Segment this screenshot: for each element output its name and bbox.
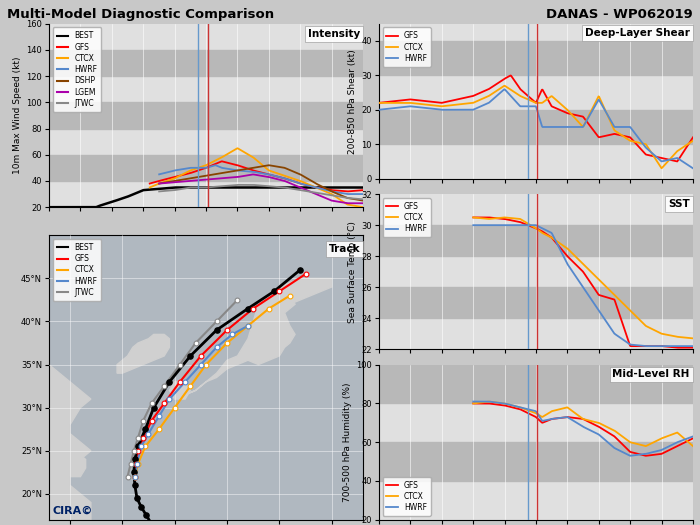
Point (190, 339, 201, 347)
Point (227, 330, 238, 339)
Point (130, 455, 141, 464)
Polygon shape (169, 382, 190, 399)
Point (211, 343, 222, 352)
Text: Multi-Model Diagnostic Comparison: Multi-Model Diagnostic Comparison (7, 8, 274, 21)
Point (159, 382, 170, 390)
Point (195, 360, 206, 369)
Point (148, 404, 160, 412)
Point (263, 304, 274, 313)
Text: CIRA©: CIRA© (52, 506, 92, 516)
Point (232, 296, 243, 304)
Point (174, 377, 186, 386)
Text: Track: Track (328, 244, 360, 254)
Bar (379, 365, 693, 404)
Point (211, 326, 222, 334)
Point (130, 459, 141, 468)
Point (130, 472, 141, 481)
Point (179, 377, 190, 386)
Legend: GFS, CTCX, HWRF: GFS, CTCX, HWRF (383, 477, 431, 516)
Point (140, 425, 151, 434)
Legend: BEST, GFS, CTCX, HWRF, JTWC: BEST, GFS, CTCX, HWRF, JTWC (52, 239, 101, 301)
Point (132, 447, 144, 455)
Point (284, 291, 295, 300)
Point (132, 494, 143, 502)
Point (136, 442, 147, 450)
Point (128, 468, 139, 477)
Point (130, 472, 141, 481)
Bar (379, 442, 693, 481)
Y-axis label: 700-500 hPa Humidity (%): 700-500 hPa Humidity (%) (343, 383, 352, 502)
Bar (49, 155, 363, 181)
Point (200, 360, 211, 369)
Point (242, 304, 253, 313)
Point (130, 481, 141, 489)
Point (159, 399, 170, 407)
Point (132, 459, 143, 468)
Bar (49, 102, 363, 129)
Point (122, 472, 133, 481)
Point (211, 317, 222, 326)
Point (132, 442, 144, 450)
Text: Intensity: Intensity (308, 29, 360, 39)
Polygon shape (279, 278, 332, 304)
Legend: GFS, CTCX, HWRF: GFS, CTCX, HWRF (383, 27, 431, 67)
Point (185, 352, 196, 360)
Point (138, 434, 149, 442)
Point (153, 412, 164, 421)
Bar (379, 287, 693, 318)
Point (153, 425, 164, 434)
Y-axis label: 200-850 hPa Shear (kt): 200-850 hPa Shear (kt) (348, 49, 357, 153)
Polygon shape (70, 451, 85, 477)
Point (146, 520, 158, 525)
Point (221, 339, 232, 347)
Point (195, 352, 206, 360)
Point (143, 429, 154, 438)
Point (242, 322, 253, 330)
Point (242, 322, 253, 330)
Point (295, 266, 306, 274)
Point (164, 395, 175, 403)
Text: DANAS - WP062019: DANAS - WP062019 (546, 8, 693, 21)
Polygon shape (117, 334, 169, 373)
Bar (379, 41, 693, 75)
Point (269, 287, 280, 296)
Y-axis label: Sea Surface Temp (°C): Sea Surface Temp (°C) (348, 220, 357, 323)
Point (125, 459, 136, 468)
Point (274, 287, 285, 296)
Text: SST: SST (668, 199, 690, 209)
Text: Mid-Level RH: Mid-Level RH (612, 370, 690, 380)
Point (138, 416, 149, 425)
Legend: GFS, CTCX, HWRF: GFS, CTCX, HWRF (383, 198, 431, 237)
Bar (379, 110, 693, 144)
Polygon shape (175, 287, 295, 399)
Text: Deep-Layer Shear: Deep-Layer Shear (585, 28, 690, 38)
Bar (379, 225, 693, 256)
Point (174, 360, 186, 369)
Polygon shape (49, 364, 91, 520)
Point (132, 459, 144, 468)
Point (164, 377, 175, 386)
Point (146, 399, 158, 407)
Point (185, 382, 196, 390)
Point (141, 511, 152, 520)
Point (130, 472, 141, 481)
Point (221, 326, 232, 334)
Legend: BEST, GFS, CTCX, HWRF, DSHP, LGEM, JTWC: BEST, GFS, CTCX, HWRF, DSHP, LGEM, JTWC (52, 27, 101, 112)
Bar (49, 50, 363, 76)
Point (169, 404, 181, 412)
Point (248, 304, 259, 313)
Point (132, 434, 144, 442)
Point (300, 270, 312, 278)
Y-axis label: 10m Max Wind Speed (kt): 10m Max Wind Speed (kt) (13, 57, 22, 174)
Point (136, 502, 147, 511)
Point (128, 447, 139, 455)
Point (146, 416, 158, 425)
Point (140, 442, 151, 450)
